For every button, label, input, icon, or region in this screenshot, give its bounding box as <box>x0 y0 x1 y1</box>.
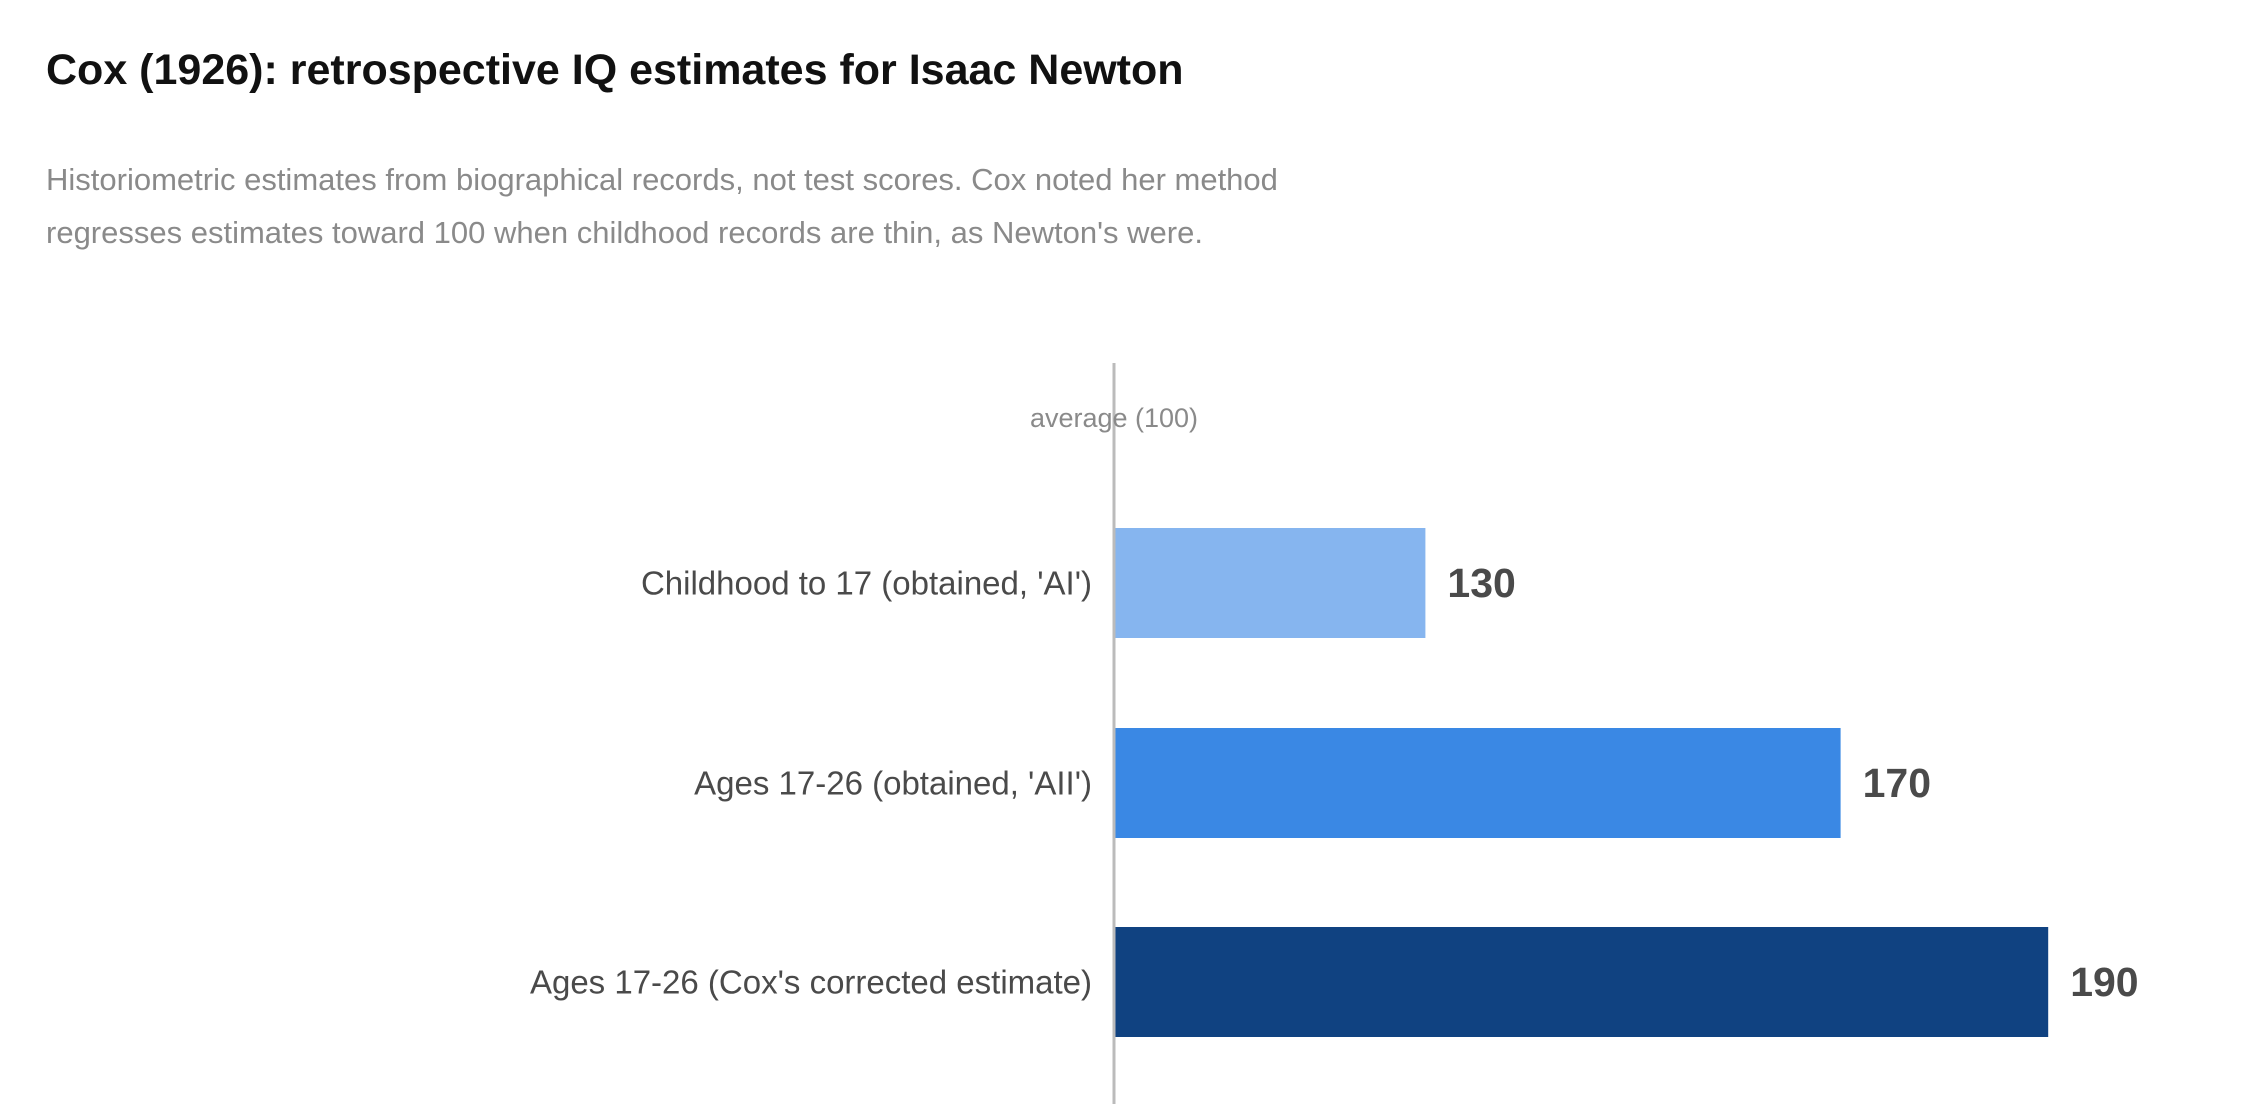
value-label-3: 190 <box>2070 959 2138 1005</box>
category-label-1: Childhood to 17 (obtained, 'AI') <box>641 565 1092 602</box>
bar-3 <box>1114 927 2049 1037</box>
value-label-1: 130 <box>1447 560 1515 606</box>
category-label-3: Ages 17-26 (Cox's corrected estimate) <box>530 964 1092 1001</box>
baseline-label: average (100) <box>1030 403 1198 433</box>
chart-subtitle: Historiometric estimates from biographic… <box>46 153 1446 259</box>
value-label-2: 170 <box>1863 760 1931 806</box>
bar-2 <box>1114 728 1841 838</box>
subtitle-line-1: Historiometric estimates from biographic… <box>46 162 1278 197</box>
category-label-2: Ages 17-26 (obtained, 'AII') <box>694 765 1092 802</box>
chart-title: Cox (1926): retrospective IQ estimates f… <box>46 46 1184 94</box>
bar-1 <box>1114 528 1426 638</box>
subtitle-line-2: regresses estimates toward 100 when chil… <box>46 215 1203 250</box>
